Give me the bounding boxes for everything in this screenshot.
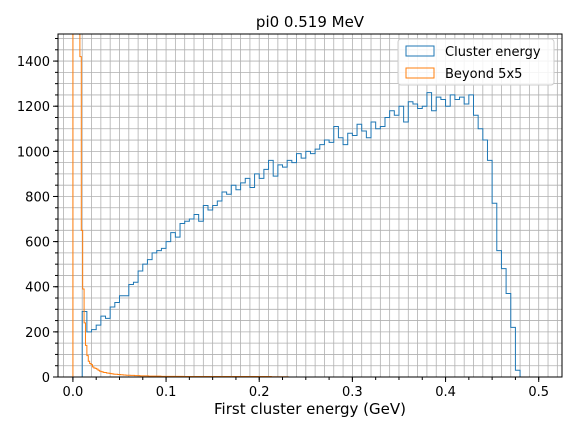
x-tick-label: 0.4 bbox=[435, 385, 456, 400]
axis-ticks: 0.0 0.1 0.2 0.3 0.4 0.5 0 200 400 600 800 1000 1200 1… bbox=[17, 38, 549, 400]
legend: Cluster energy Beyond 5x5 bbox=[397, 38, 555, 86]
x-tick-label: 0.5 bbox=[528, 385, 549, 400]
y-tick-label: 1200 bbox=[17, 100, 50, 115]
x-tick-label: 0.3 bbox=[342, 385, 363, 400]
plot-frame bbox=[57, 33, 563, 378]
legend-label-beyond-5x5: Beyond 5x5 bbox=[445, 67, 522, 82]
chart-title: pi0 0.519 MeV bbox=[256, 13, 365, 31]
y-tick-label: 600 bbox=[25, 236, 50, 251]
legend-label-cluster-energy: Cluster energy bbox=[445, 45, 541, 60]
x-tick-label: 0.1 bbox=[156, 385, 177, 400]
x-axis-label: First cluster energy (GeV) bbox=[214, 400, 406, 418]
x-tick-label: 0.2 bbox=[249, 385, 270, 400]
y-tick-label: 0 bbox=[42, 371, 50, 386]
legend-swatch-cluster-energy bbox=[405, 45, 435, 57]
y-tick-label: 200 bbox=[25, 326, 50, 341]
y-tick-label: 800 bbox=[25, 190, 50, 205]
x-tick-label: 0.0 bbox=[63, 385, 84, 400]
legend-box bbox=[397, 38, 555, 86]
legend-swatch-beyond-5x5 bbox=[405, 67, 435, 79]
series-beyond-5x5-line bbox=[72, 33, 289, 378]
y-tick-label: 1400 bbox=[17, 55, 50, 70]
series-cluster-energy-line bbox=[72, 92, 521, 378]
y-tick-label: 400 bbox=[25, 281, 50, 296]
y-tick-label: 1000 bbox=[17, 145, 50, 160]
